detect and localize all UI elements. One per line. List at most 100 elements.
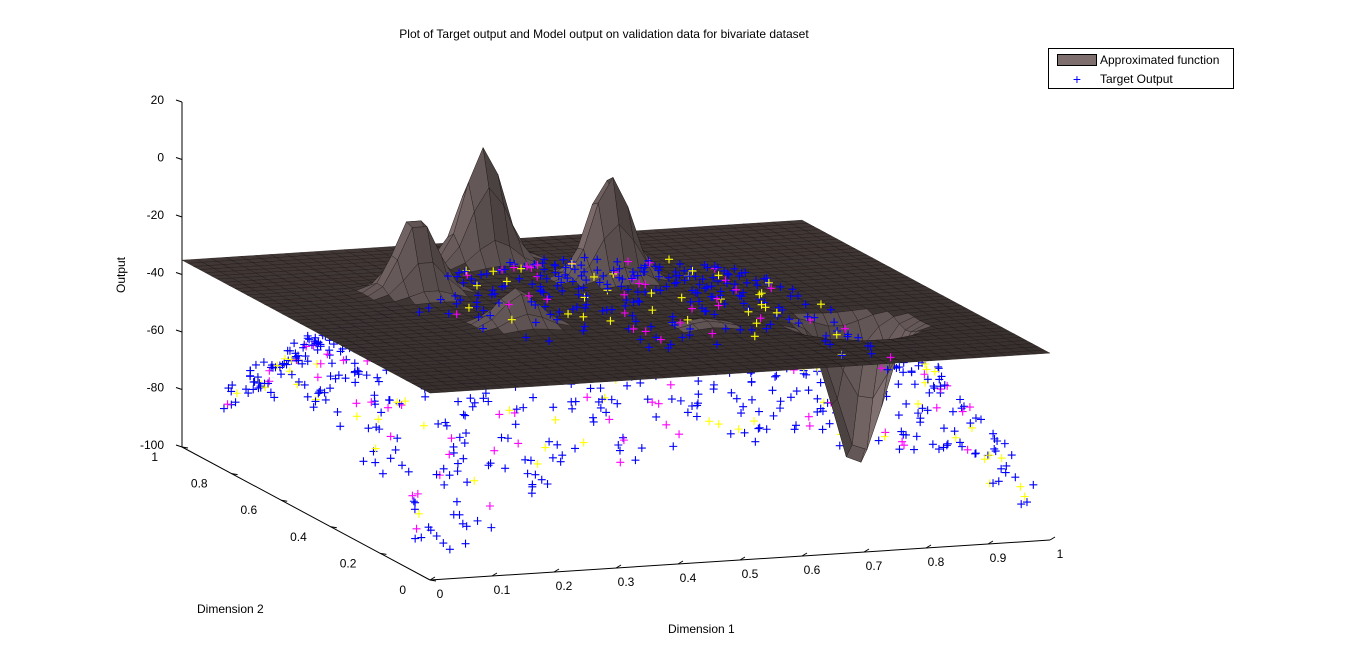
target-output-point: [874, 436, 883, 445]
target-output-point: [533, 459, 542, 468]
target-output-point: [509, 263, 518, 272]
target-output-point: [816, 378, 825, 387]
target-output-point: [739, 299, 748, 308]
target-output-point: [647, 289, 656, 298]
target-output-point: [980, 455, 989, 464]
target-output-point: [805, 421, 814, 430]
target-output-point: [370, 391, 379, 400]
target-output-point: [391, 445, 400, 454]
target-output-point: [453, 459, 462, 468]
target-output-point: [568, 305, 577, 314]
z-tick-label: -20: [147, 208, 165, 222]
target-output-point: [550, 260, 559, 269]
target-output-point: [956, 395, 965, 404]
target-output-point: [223, 400, 232, 409]
target-output-point: [313, 373, 322, 382]
target-output-point: [571, 397, 580, 406]
target-output-point: [553, 440, 562, 449]
target-output-point: [635, 279, 644, 288]
target-output-point: [664, 343, 673, 352]
target-output-point: [720, 266, 729, 275]
target-output-point: [830, 318, 839, 327]
target-output-point: [688, 401, 697, 410]
target-output-point: [883, 365, 892, 374]
target-output-point: [894, 380, 903, 389]
target-output-point: [710, 262, 719, 271]
target-output-point: [898, 437, 907, 446]
target-output-point: [466, 394, 475, 403]
target-output-point: [557, 278, 566, 287]
target-output-point: [305, 335, 314, 344]
target-output-point: [813, 407, 822, 416]
target-output-point: [270, 393, 279, 402]
target-output-point: [303, 357, 312, 366]
target-output-point: [676, 318, 685, 327]
target-output-point: [755, 423, 764, 432]
target-output-point: [502, 277, 511, 286]
target-output-point: [558, 451, 567, 460]
target-output-point: [942, 441, 951, 450]
target-output-point: [498, 282, 507, 291]
target-output-point: [528, 480, 537, 489]
target-output-point: [273, 361, 282, 370]
target-output-point: [267, 363, 276, 372]
target-output-point: [671, 267, 680, 276]
target-output-point: [641, 280, 650, 289]
target-output-point: [568, 404, 577, 413]
target-output-point: [599, 271, 608, 280]
target-output-point: [313, 345, 322, 354]
target-output-point: [1002, 461, 1011, 470]
target-output-point: [579, 326, 588, 335]
z-tick-mark: [175, 272, 183, 275]
target-output-point: [948, 407, 957, 416]
target-output-point: [675, 271, 684, 280]
target-output-point: [285, 346, 294, 355]
target-output-point: [739, 402, 748, 411]
target-output-point: [621, 301, 630, 310]
target-output-point: [971, 449, 980, 458]
target-output-point: [989, 479, 998, 488]
target-output-point: [786, 292, 795, 301]
target-output-point: [561, 270, 570, 279]
target-output-point: [301, 352, 310, 361]
target-output-point: [959, 402, 968, 411]
target-output-point: [631, 317, 640, 326]
target-output-point: [1022, 498, 1031, 507]
target-output-point: [510, 408, 519, 417]
target-output-point: [997, 464, 1006, 473]
target-output-point: [315, 388, 324, 397]
target-output-point: [339, 356, 348, 365]
target-output-point: [692, 412, 701, 421]
target-output-point: [713, 263, 722, 272]
target-output-point: [693, 401, 702, 410]
y-tick-label: 0.8: [191, 477, 208, 491]
target-output-point: [776, 404, 785, 413]
target-output-point: [843, 332, 852, 341]
target-output-point: [754, 424, 763, 433]
target-output-point: [702, 306, 711, 315]
target-output-point: [613, 257, 622, 266]
target-output-point: [627, 274, 636, 283]
target-output-point: [821, 336, 830, 345]
target-output-point: [804, 412, 813, 421]
target-output-point: [350, 359, 359, 368]
target-output-point: [579, 438, 588, 447]
target-output-point: [950, 427, 959, 436]
target-output-point: [436, 295, 445, 304]
target-output-point: [266, 388, 275, 397]
target-output-point: [367, 398, 376, 407]
target-output-point: [819, 398, 828, 407]
target-output-point: [668, 318, 677, 327]
x-tick-mark: [429, 576, 436, 581]
target-output-point: [686, 297, 695, 306]
target-output-point: [474, 291, 483, 300]
target-output-point: [553, 315, 562, 324]
target-output-point: [643, 395, 652, 404]
target-output-point: [443, 272, 452, 281]
target-output-point: [300, 340, 309, 349]
target-output-point: [287, 370, 296, 379]
target-output-point: [727, 388, 736, 397]
z-tick-mark: [175, 329, 183, 333]
target-output-point: [971, 449, 980, 458]
target-output-point: [574, 284, 583, 293]
